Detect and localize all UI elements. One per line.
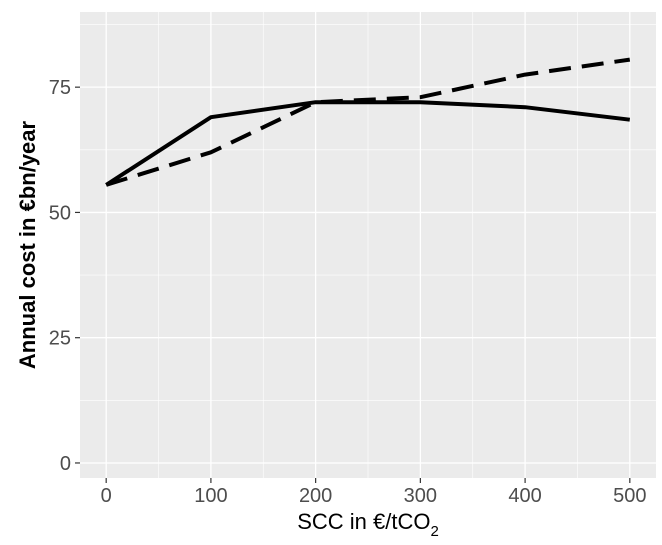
x-tick-label: 300	[404, 485, 437, 507]
x-axis-title: SCC in €/tCO2	[297, 509, 439, 540]
x-tick-label: 500	[613, 485, 646, 507]
major-gridlines	[80, 12, 656, 478]
series-layer	[105, 57, 631, 187]
series-line-dashed	[105, 57, 631, 187]
minor-gridlines	[80, 12, 656, 478]
y-tick-label: 0	[60, 453, 71, 475]
y-tick-label: 50	[49, 202, 71, 224]
x-tick-label: 400	[508, 485, 541, 507]
y-tick-label: 25	[49, 328, 71, 350]
x-axis-title-text: SCC in €/tCO	[297, 509, 430, 534]
x-tick-label: 200	[299, 485, 332, 507]
series-line-solid	[105, 100, 631, 187]
y-axis-title: Annual cost in €bn/year	[15, 120, 40, 369]
x-tick-label: 100	[194, 485, 227, 507]
x-tick-label: 0	[101, 485, 112, 507]
y-axis-ticks: 0 25 50 75	[49, 77, 80, 475]
y-tick-label: 75	[49, 77, 71, 99]
x-axis-ticks: 0 100 200 300 400 500	[101, 478, 647, 507]
x-axis-title-subscript: 2	[430, 523, 438, 540]
